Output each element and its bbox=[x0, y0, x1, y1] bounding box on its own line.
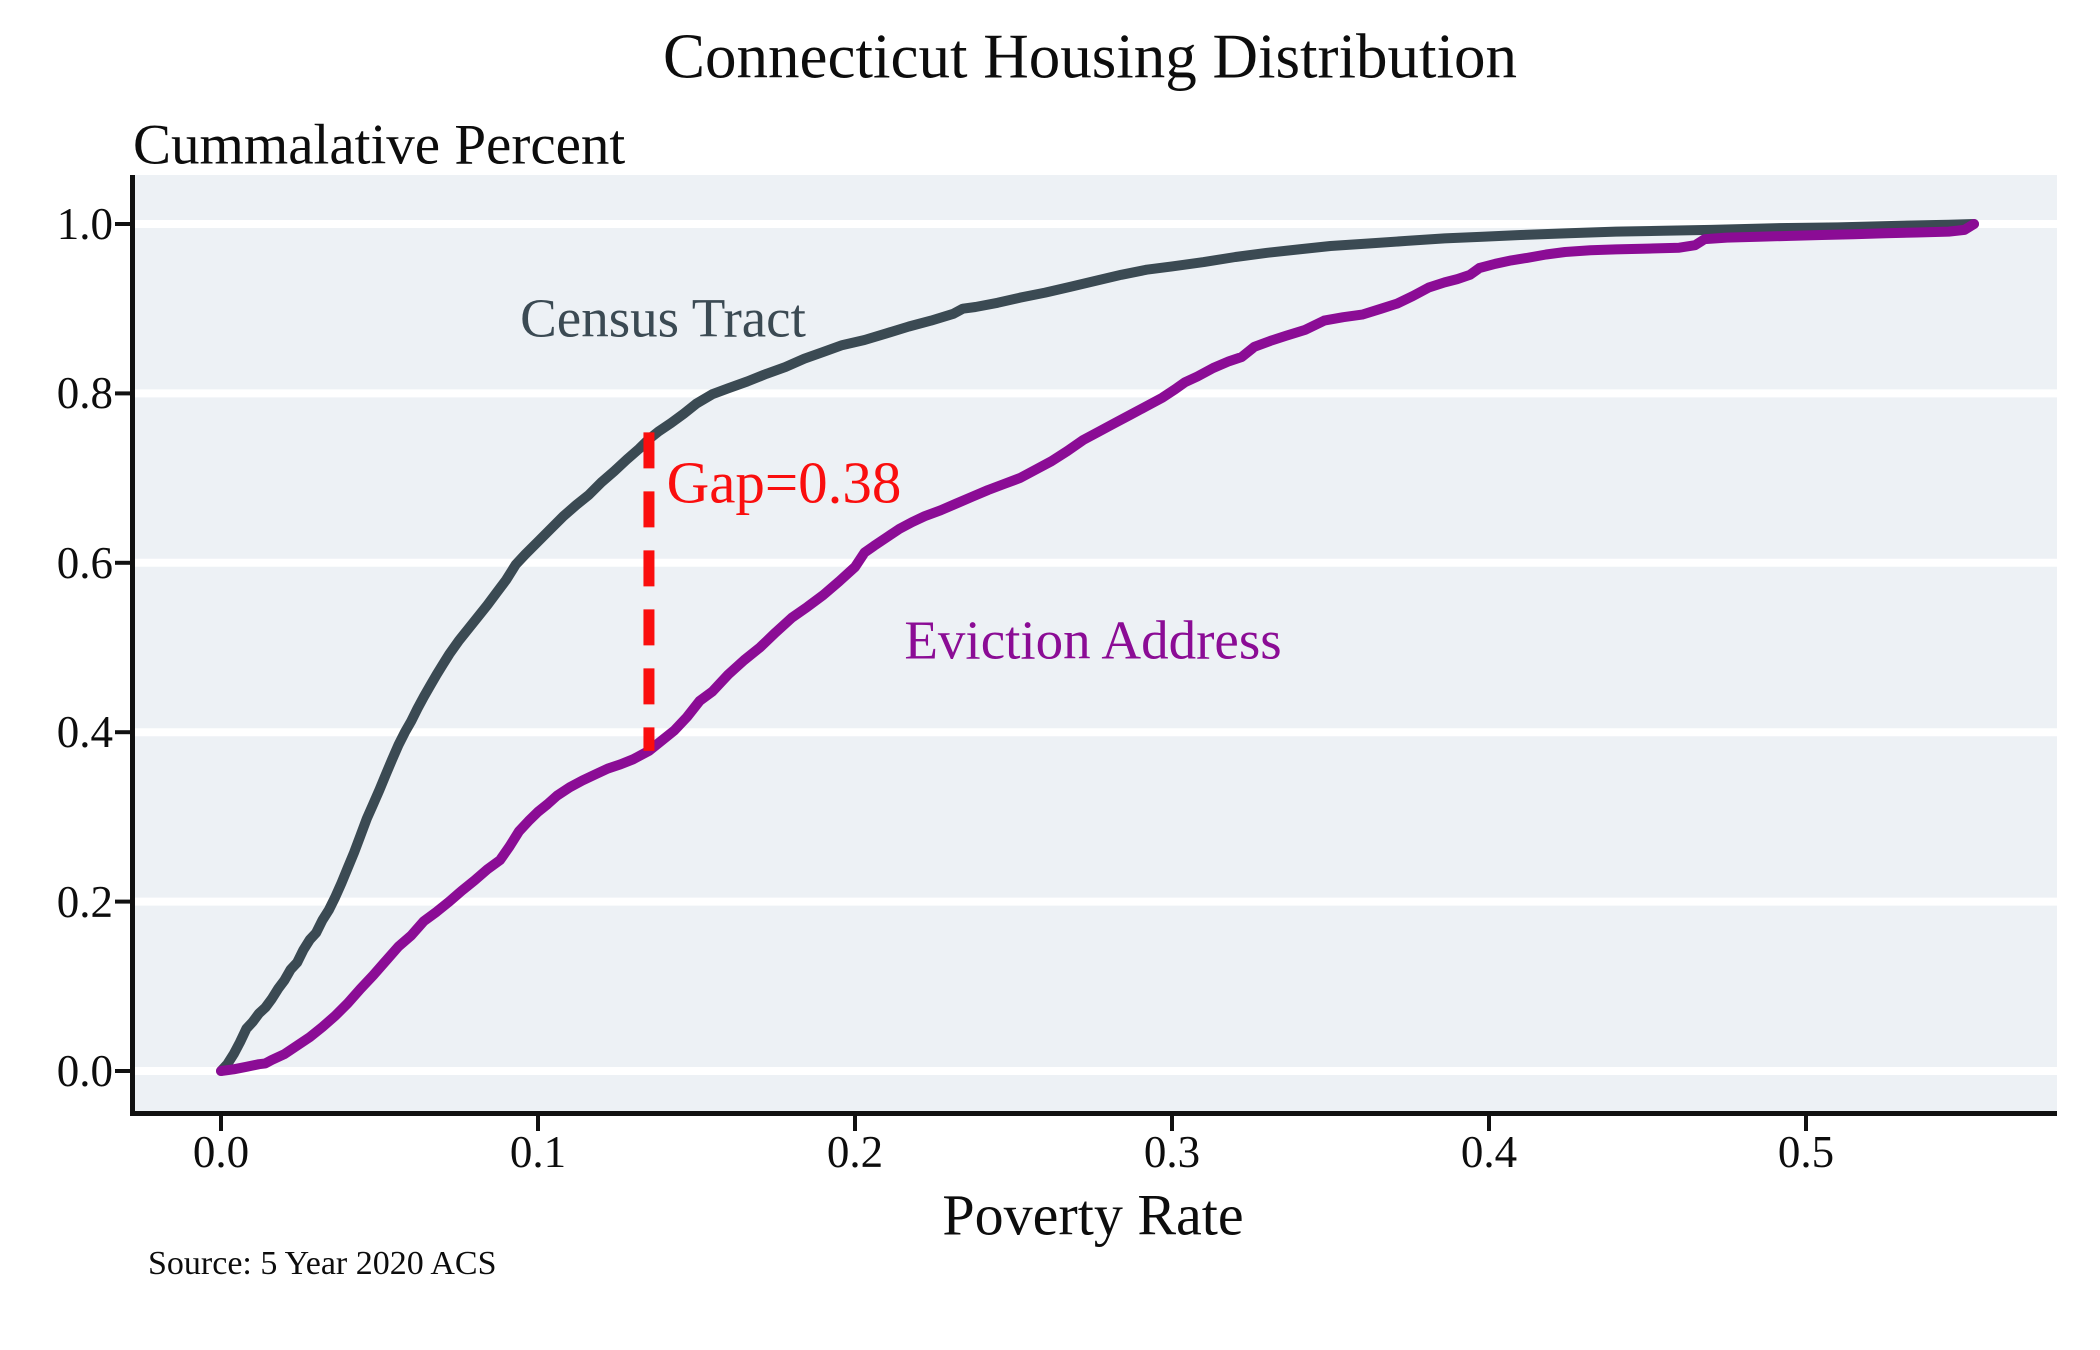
y-axis-title: Cummalative Percent bbox=[133, 113, 626, 177]
y-axis-spine bbox=[130, 175, 135, 1116]
gap-annotation-label: Gap=0.38 bbox=[666, 449, 902, 516]
census-tract-label: Census Tract bbox=[520, 287, 806, 349]
census-tract-line bbox=[216, 219, 1979, 1076]
eviction-address-label: Eviction Address bbox=[904, 609, 1282, 671]
x-tick-label: 0.3 bbox=[1143, 1127, 1201, 1177]
y-tick-label: 0.4 bbox=[56, 707, 113, 758]
x-tick-label: 0.4 bbox=[1460, 1127, 1518, 1177]
x-axis-label: Poverty Rate bbox=[942, 1182, 1244, 1248]
x-tick-label: 0.5 bbox=[1777, 1127, 1835, 1177]
x-tick-label: 0.1 bbox=[509, 1127, 567, 1177]
x-tick-label: 0.2 bbox=[826, 1127, 884, 1177]
y-tick-label: 0.8 bbox=[56, 368, 113, 419]
x-tick-label: 0.0 bbox=[192, 1127, 250, 1177]
axis-ticks bbox=[115, 222, 1808, 1131]
y-tick-label: 0.6 bbox=[56, 537, 113, 588]
y-tick-label: 0.0 bbox=[56, 1046, 113, 1096]
chart-title: Connecticut Housing Distribution bbox=[663, 21, 1517, 92]
y-tick-label: 1.0 bbox=[56, 199, 113, 249]
x-axis-spine bbox=[130, 1111, 2057, 1116]
y-tick-label: 0.2 bbox=[56, 876, 113, 927]
axis-spines bbox=[130, 175, 2057, 1116]
eviction-address-line bbox=[216, 219, 1979, 1076]
source-note: Source: 5 Year 2020 ACS bbox=[148, 1245, 497, 1282]
